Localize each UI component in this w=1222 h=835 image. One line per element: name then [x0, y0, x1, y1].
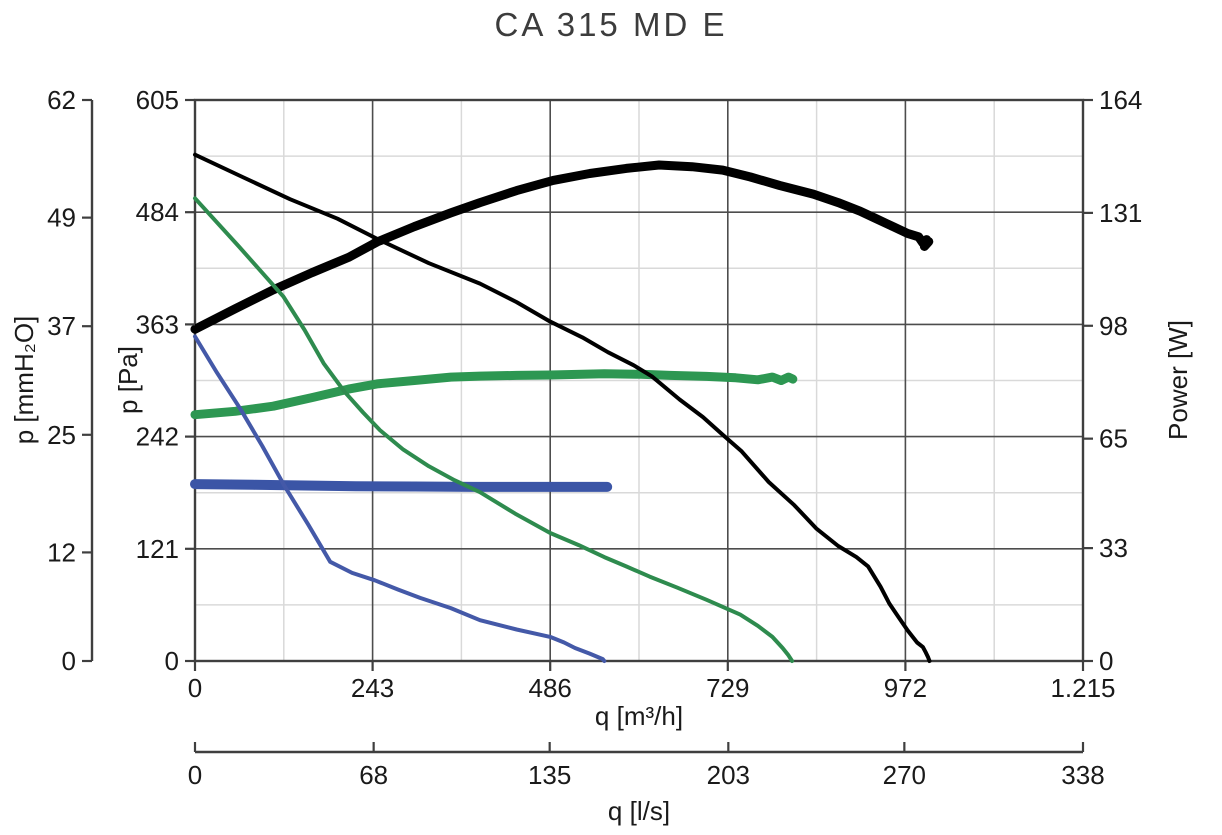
mmh2o-tick-label: 0 [62, 646, 76, 676]
flow-m3h-axis: 0 243 486 729 972 1.215 q [m³/h] [188, 661, 1116, 731]
flow-ls-tick-label: 338 [1061, 760, 1104, 790]
power-tick-label: 65 [1099, 424, 1128, 454]
mmh2o-tick-label: 62 [47, 85, 76, 115]
pressure-curve-speed-mid [193, 196, 795, 663]
power-curve-speed-low [190, 479, 613, 492]
power-axis-title: Power [W] [1163, 320, 1193, 440]
power-tick-label: 0 [1099, 646, 1113, 676]
grid-minor [195, 100, 1083, 661]
flow-ls-tick-label: 203 [707, 760, 750, 790]
power-curve-speed-high [190, 160, 934, 334]
power-tick-label: 33 [1099, 533, 1128, 563]
mmh2o-tick-label: 12 [47, 537, 76, 567]
mmh2o-axis: 0 12 25 37 49 62 p [mmH₂O] [9, 85, 94, 676]
mmh2o-axis-title: p [mmH₂O] [9, 316, 39, 445]
pressure-curve-speed-high [193, 152, 932, 663]
flow-m3h-axis-title: q [m³/h] [595, 701, 683, 731]
power-curve-speed-mid [190, 369, 798, 420]
pa-tick-label: 605 [136, 85, 179, 115]
flow-m3h-tick-label: 972 [884, 673, 927, 703]
mmh2o-tick-label: 25 [47, 420, 76, 450]
flow-m3h-tick-label: 1.215 [1050, 673, 1115, 703]
pa-tick-label: 0 [165, 646, 179, 676]
chart-title: CA 315 MD E [494, 6, 728, 43]
flow-ls-axis-title: q [l/s] [608, 796, 670, 826]
flow-ls-tick-label: 135 [528, 760, 571, 790]
mmh2o-tick-label: 49 [47, 203, 76, 233]
flow-m3h-tick-label: 243 [351, 673, 394, 703]
mmh2o-tick-label: 37 [47, 311, 76, 341]
flow-ls-axis: 0 68 135 203 270 338 q [l/s] [188, 742, 1105, 826]
flow-ls-tick-label: 270 [883, 760, 926, 790]
pa-tick-label: 484 [136, 197, 179, 227]
plot-border [193, 98, 1085, 663]
pa-axis-title: p [Pa] [113, 346, 143, 414]
flow-m3h-tick-label: 486 [529, 673, 572, 703]
power-tick-label: 164 [1099, 85, 1142, 115]
flow-m3h-tick-label: 0 [188, 673, 202, 703]
pa-axis: 0 121 242 363 484 605 p [Pa] [113, 85, 195, 676]
pressure-curve-speed-low [193, 334, 607, 663]
plot-frame [193, 98, 1085, 663]
flow-ls-tick-label: 68 [359, 760, 388, 790]
pa-tick-label: 242 [136, 422, 179, 452]
power-tick-label: 131 [1099, 198, 1142, 228]
power-tick-label: 98 [1099, 311, 1128, 341]
pa-tick-label: 121 [136, 534, 179, 564]
flow-ls-tick-label: 0 [188, 760, 202, 790]
power-axis: 0 33 65 98 131 164 Power [W] [1083, 85, 1193, 676]
pa-tick-label: 363 [136, 309, 179, 339]
flow-m3h-tick-label: 729 [706, 673, 749, 703]
